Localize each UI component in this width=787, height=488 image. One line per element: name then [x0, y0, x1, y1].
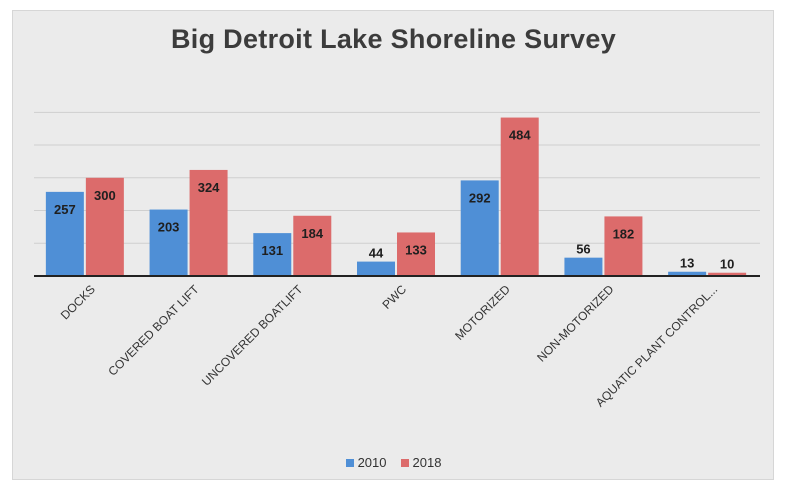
category-label: MOTORIZED: [452, 282, 513, 343]
category-label: NON-MOTORIZED: [534, 282, 617, 365]
data-label: 324: [198, 180, 220, 195]
category-label: AQUATIC PLANT CONTROL...: [593, 282, 720, 409]
data-label: 300: [94, 188, 116, 203]
legend-item: 2018: [400, 455, 442, 470]
chart-card: [12, 10, 774, 480]
bar-2010: [357, 261, 395, 276]
category-label: DOCKS: [58, 282, 98, 322]
data-label: 44: [369, 246, 384, 261]
data-label: 131: [261, 243, 283, 258]
data-label: 257: [54, 202, 76, 217]
data-label: 10: [720, 257, 734, 272]
data-label: 484: [509, 128, 531, 143]
legend-swatch: [400, 458, 409, 467]
category-label: UNCOVERED BOATLIFT: [199, 282, 306, 389]
data-label: 182: [613, 226, 635, 241]
data-label: 203: [158, 220, 180, 235]
chart-legend: 2010 2018: [0, 455, 787, 470]
legend-swatch: [345, 458, 354, 467]
bar-2018: [397, 232, 435, 276]
bar-2010: [45, 191, 84, 276]
bar-2018: [708, 272, 747, 276]
bar-2018: [189, 169, 228, 276]
bar-2010: [149, 209, 188, 276]
chart-title: Big Detroit Lake Shoreline Survey: [170, 24, 617, 54]
data-label: 184: [301, 226, 323, 241]
bar-2010: [253, 233, 292, 276]
data-label: 292: [469, 190, 491, 205]
bar-2010: [460, 180, 499, 276]
bar-2018: [500, 117, 539, 276]
bar-2018: [604, 216, 643, 276]
data-label: 56: [576, 242, 590, 257]
bar-2018: [85, 177, 124, 276]
category-label: PWC: [379, 282, 409, 312]
data-label: 133: [405, 242, 427, 257]
data-label: 13: [680, 256, 694, 271]
legend-label: 2018: [412, 455, 442, 470]
bar-2018: [293, 215, 332, 276]
legend-label: 2010: [357, 455, 387, 470]
legend-item: 2010: [345, 455, 387, 470]
bar-2010: [668, 271, 707, 276]
bar-2010: [564, 257, 603, 276]
category-label: COVERED BOAT LIFT: [105, 282, 202, 379]
